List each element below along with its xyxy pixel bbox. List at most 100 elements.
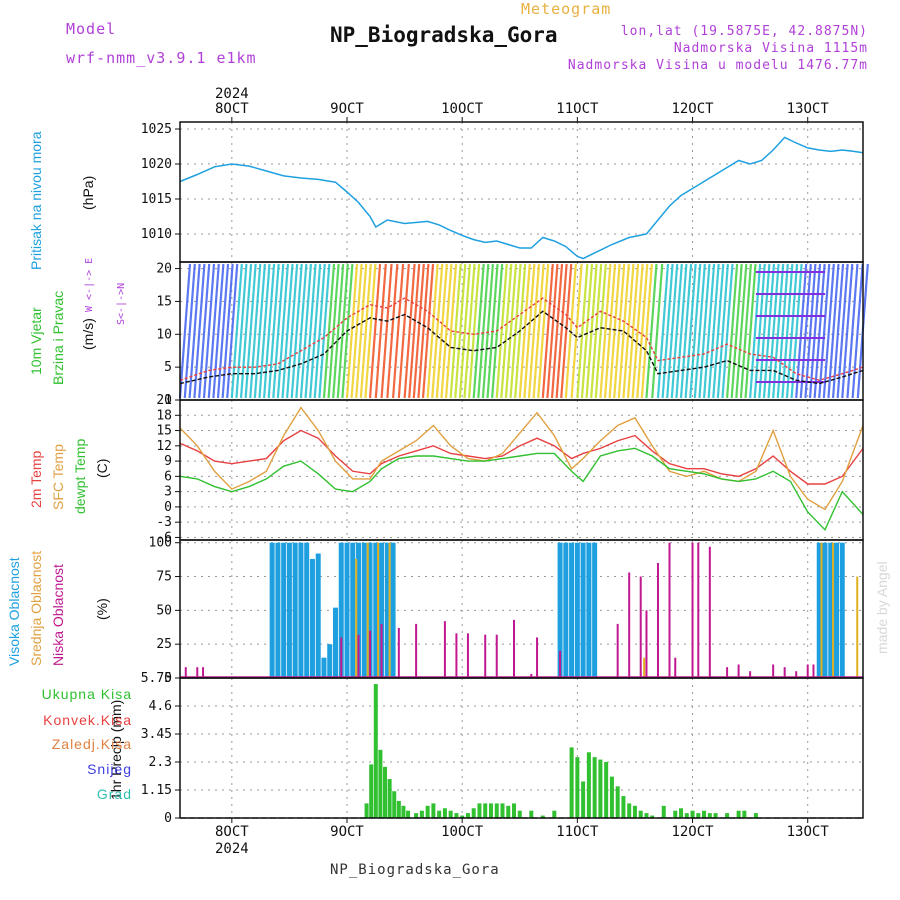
cloud-low-bar: [691, 542, 694, 678]
temp-sfc-line: [179, 406, 864, 511]
precip-bar: [364, 803, 369, 818]
wind-barb: [368, 263, 382, 399]
cloud-low-bar: [415, 623, 418, 678]
wind-barb: [599, 263, 612, 399]
wind-barb: [207, 263, 220, 399]
precip-bar: [586, 752, 591, 818]
wind-barb: [631, 263, 644, 399]
precip-bar: [679, 808, 684, 818]
wind-barb: [322, 263, 336, 399]
cloud-low-bar: [536, 637, 539, 678]
cloud-high-bar: [344, 542, 350, 678]
precip-bar: [707, 813, 712, 818]
y-tick-label: 5: [164, 360, 172, 375]
wind-barb: [679, 263, 693, 399]
precip-bar: [454, 813, 459, 818]
cloud-high-bar: [286, 542, 292, 678]
wind-barb: [651, 263, 664, 399]
y-tick-label: 0: [164, 393, 172, 408]
precip-bar: [581, 781, 586, 818]
cloud-high-bar: [390, 542, 396, 678]
precip-bar: [494, 803, 499, 818]
precip-bar: [575, 757, 580, 818]
cloud-high-bar: [356, 542, 362, 678]
cloud-high-bar: [839, 542, 845, 678]
y-tick-label: 0: [164, 671, 172, 686]
wind-barb: [594, 263, 607, 399]
wind-barb: [364, 263, 377, 399]
cloud-low-bar: [184, 667, 187, 678]
panel-frame: [179, 399, 864, 541]
wind-barb: [463, 263, 476, 399]
wind-barb: [262, 263, 276, 399]
cloud-mid-bar: [856, 576, 859, 678]
chart-subtitle: Meteogram: [521, 0, 612, 18]
precip-bar: [425, 805, 430, 818]
model-label: Model: [66, 20, 117, 38]
temp-2m-line: [179, 429, 864, 485]
cloud-high-bar: [275, 542, 281, 678]
wind-barb: [684, 263, 697, 399]
cloud-low-bar: [668, 542, 671, 678]
wind-barb: [666, 263, 679, 399]
wind-barb: [408, 263, 421, 399]
wind-barb: [645, 263, 658, 399]
cloud-high-bar: [816, 542, 822, 678]
cloud-high-bar: [563, 542, 569, 678]
wind-barb: [537, 263, 550, 399]
wind-barb: [576, 263, 589, 399]
wind-barb: [693, 263, 706, 399]
wind-barb: [212, 263, 225, 399]
bottom-date-label: 8OCT: [215, 824, 249, 840]
y-tick-label: 6: [164, 469, 172, 484]
wind-barb: [309, 263, 322, 399]
wind-barb: [435, 263, 448, 399]
wind-barb: [532, 263, 545, 399]
wind-barb: [518, 263, 531, 399]
wind-barb: [827, 263, 840, 399]
wind-barb: [299, 263, 313, 399]
cloud-low-bar: [443, 621, 446, 678]
wind-barb: [546, 263, 559, 399]
cloud-low-bar: [674, 657, 677, 678]
wind-barb: [851, 263, 864, 399]
top-date-label: 10OCT: [441, 101, 484, 117]
wind-barb: [267, 263, 280, 399]
cloud-low-bar: [559, 650, 562, 678]
wind-barb: [178, 263, 192, 399]
precip-bar: [488, 803, 493, 818]
wind-barb: [458, 263, 471, 399]
wind-barb: [762, 263, 776, 399]
y-tick-label: 12: [156, 439, 172, 454]
wind-barb: [795, 263, 808, 399]
wind-barb: [345, 263, 359, 399]
wind-barb: [813, 263, 826, 399]
y-tick-label: 15: [156, 424, 172, 439]
wind-barb: [749, 263, 762, 399]
cloud-low-bar: [340, 637, 343, 678]
cloud-mid-bar: [643, 657, 646, 678]
precip-bar: [442, 808, 447, 818]
precip-bar: [517, 810, 522, 818]
wind-barb: [417, 263, 430, 399]
wind-barb: [412, 263, 425, 399]
cloud-high-bar: [292, 542, 298, 678]
wind-barb: [781, 263, 794, 399]
y-tick-label: 5.75: [141, 671, 172, 686]
cloud-low-bar: [196, 667, 199, 678]
wind-barb: [804, 263, 817, 399]
precip-bar: [378, 749, 383, 818]
wind-speed-line: [179, 310, 864, 385]
wind-barb: [753, 263, 766, 399]
bottom-year-label: 2024: [215, 841, 249, 857]
precip-bar: [529, 810, 534, 818]
cloud-low-bar: [639, 576, 642, 678]
wind-barb: [661, 263, 674, 399]
cloud-high-bar: [281, 542, 287, 678]
precip-bar: [661, 805, 666, 818]
precip-bar: [702, 810, 707, 818]
wind-barb: [276, 263, 289, 399]
y-tick-label: 2.3: [149, 755, 172, 770]
wind-barb: [675, 263, 688, 399]
precip-key-convective: Konvek.Kisa: [43, 712, 132, 728]
